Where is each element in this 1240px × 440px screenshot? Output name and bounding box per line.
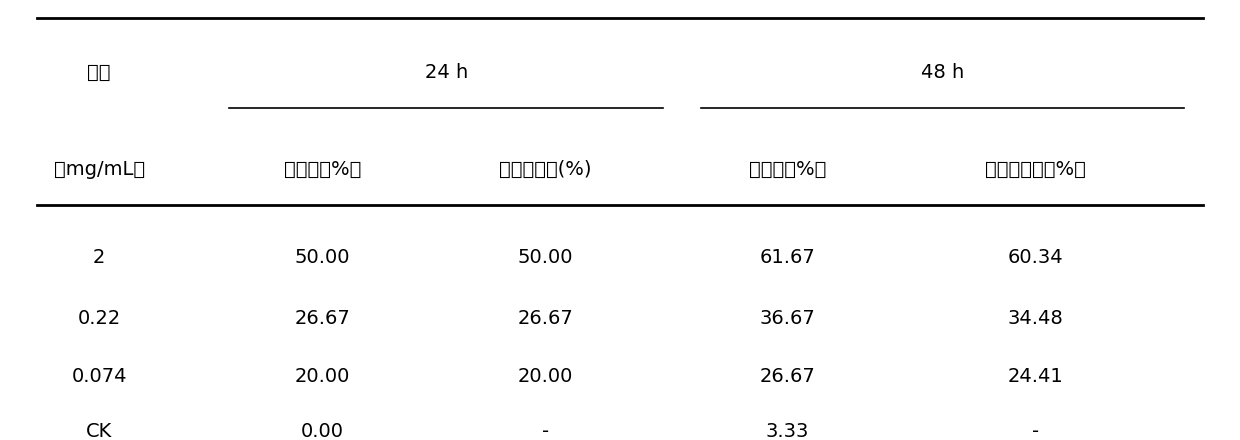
Text: CK: CK <box>86 422 113 440</box>
Text: 0.074: 0.074 <box>72 367 126 386</box>
Text: 校正死亡率(%): 校正死亡率(%) <box>500 160 591 179</box>
Text: 24 h: 24 h <box>425 63 467 82</box>
Text: 50.00: 50.00 <box>295 248 350 267</box>
Text: 26.67: 26.67 <box>295 309 350 329</box>
Text: 20.00: 20.00 <box>295 367 350 386</box>
Text: -: - <box>1032 422 1039 440</box>
Text: 36.67: 36.67 <box>760 309 815 329</box>
Text: （mg/mL）: （mg/mL） <box>53 160 145 179</box>
Text: 24.41: 24.41 <box>1008 367 1063 386</box>
Text: 浓度: 浓度 <box>88 63 110 82</box>
Text: 61.67: 61.67 <box>760 248 815 267</box>
Text: 60.34: 60.34 <box>1008 248 1063 267</box>
Text: 死亡率（%）: 死亡率（%） <box>749 160 826 179</box>
Text: 20.00: 20.00 <box>518 367 573 386</box>
Text: 校正死亡率（%）: 校正死亡率（%） <box>985 160 1086 179</box>
Text: 26.67: 26.67 <box>518 309 573 329</box>
Text: 34.48: 34.48 <box>1008 309 1063 329</box>
Text: -: - <box>542 422 549 440</box>
Text: 48 h: 48 h <box>921 63 963 82</box>
Text: 0.22: 0.22 <box>78 309 120 329</box>
Text: 26.67: 26.67 <box>760 367 815 386</box>
Text: 3.33: 3.33 <box>766 422 808 440</box>
Text: 0.00: 0.00 <box>301 422 343 440</box>
Text: 50.00: 50.00 <box>518 248 573 267</box>
Text: 死亡率（%）: 死亡率（%） <box>284 160 361 179</box>
Text: 2: 2 <box>93 248 105 267</box>
